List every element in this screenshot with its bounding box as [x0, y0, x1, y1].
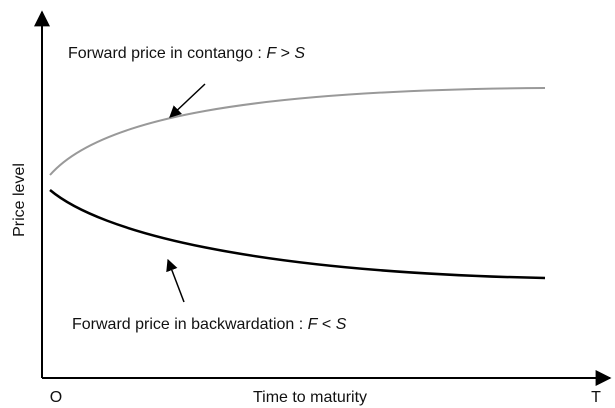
contango-curve	[49, 87, 546, 176]
backwardation-curve	[49, 189, 546, 280]
backwardation-label: Forward price in backwardation : F < S	[72, 316, 347, 333]
end-label: T	[591, 389, 601, 406]
contango-arrow	[169, 83, 206, 118]
label-text: Forward price in contango :	[68, 45, 262, 62]
contango-label: Forward price in contango : F > S	[68, 45, 305, 62]
origin-label: O	[50, 389, 62, 406]
label-var: S	[336, 316, 347, 333]
label-text: Forward price in backwardation :	[72, 316, 303, 333]
x-axis-label: Time to maturity	[253, 389, 367, 406]
label-var: F	[308, 316, 319, 333]
backwardation-arrow	[166, 258, 185, 303]
label-op: <	[322, 316, 331, 333]
label-op: >	[281, 45, 290, 62]
y-axis-label: Price level	[11, 163, 28, 237]
label-var: F	[266, 45, 277, 62]
label-var: S	[294, 45, 305, 62]
